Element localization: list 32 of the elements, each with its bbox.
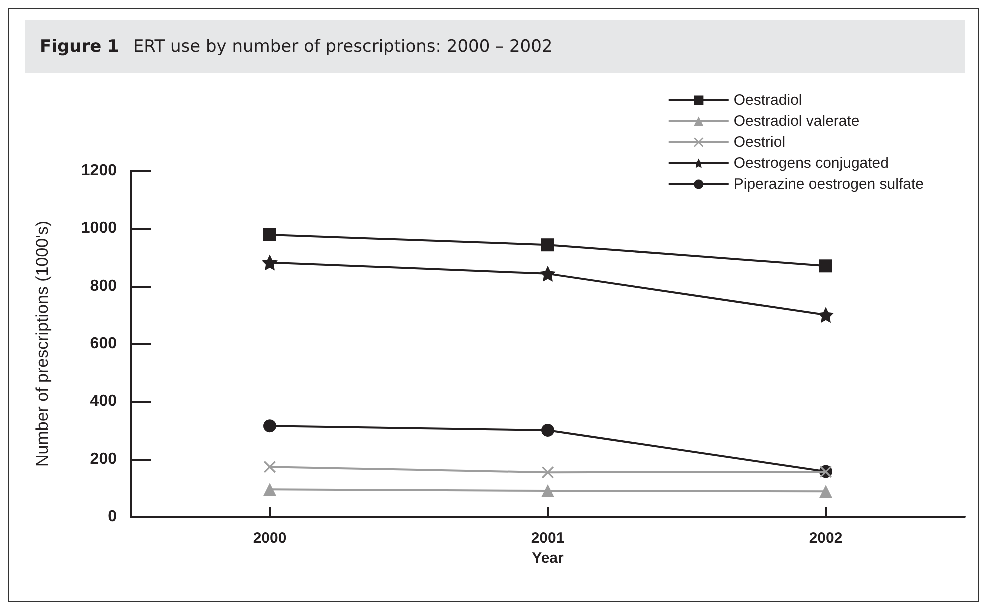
y-tick-label: 400	[90, 393, 118, 410]
y-tick-label: 600	[90, 336, 118, 352]
legend-label: Oestriol	[734, 134, 786, 151]
point	[542, 484, 554, 498]
point	[542, 466, 554, 479]
chart-subtitle: ERT use by number of prescriptions: 2000 – 2002	[133, 36, 553, 56]
x-axis-title: Year	[532, 550, 564, 567]
point	[264, 483, 276, 496]
legend-label: Oestradiol valerate	[734, 113, 860, 130]
x-tick-label: 2002	[809, 530, 843, 547]
point	[818, 307, 834, 324]
x-tick-label: 2001	[531, 530, 565, 547]
point	[264, 228, 276, 242]
chart-title: Figure 1	[40, 36, 120, 56]
point	[540, 266, 556, 282]
point	[542, 238, 554, 252]
point	[264, 461, 276, 474]
y-tick-label: 0	[108, 508, 118, 526]
legend-label: Piperazine oestrogen sulfate	[734, 176, 924, 193]
point	[262, 254, 278, 271]
y-tick-label: 1000	[81, 220, 118, 238]
point	[820, 260, 832, 273]
y-axis-title: Number of prescriptions (1000's)	[33, 220, 52, 468]
y-tick-label: 1200	[81, 162, 118, 180]
point	[542, 424, 554, 437]
legend-label: Oestrogens conjugated	[734, 155, 889, 172]
y-tick-label: 800	[90, 278, 118, 295]
point	[264, 420, 276, 433]
x-tick-label: 2000	[253, 530, 287, 547]
y-tick-label: 200	[90, 450, 118, 468]
point	[820, 485, 832, 498]
legend-label: Oestradiol	[734, 92, 802, 109]
